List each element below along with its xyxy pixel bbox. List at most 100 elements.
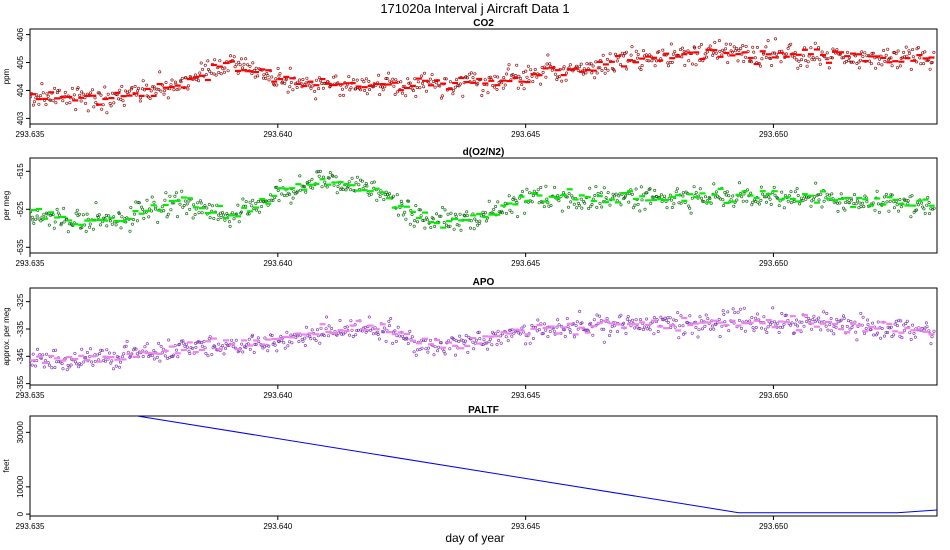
data-point: [574, 64, 578, 68]
data-point: [710, 324, 714, 328]
data-point: [871, 201, 875, 205]
data-point: [96, 215, 100, 219]
data-point: [65, 101, 69, 105]
data-point: [918, 56, 922, 60]
data-point: [795, 58, 799, 62]
data-point: [404, 217, 408, 221]
data-point: [322, 334, 326, 338]
data-point: [210, 352, 214, 356]
data-point: [661, 318, 665, 322]
data-point: [596, 191, 600, 195]
data-point: [292, 190, 296, 194]
data-point: [354, 181, 358, 185]
data-point: [136, 89, 140, 93]
data-point: [545, 62, 549, 66]
data-point: [474, 338, 478, 342]
data-point: [389, 316, 393, 320]
data-point: [718, 334, 722, 338]
data-point: [624, 331, 628, 335]
data-point: [642, 325, 646, 329]
data-point: [882, 195, 886, 199]
data-point: [820, 205, 824, 209]
data-point: [594, 60, 598, 64]
data-point: [766, 325, 770, 329]
data-point: [789, 42, 793, 46]
data-point: [769, 202, 773, 206]
data-point: [896, 49, 900, 53]
data-point: [730, 50, 734, 54]
y-tick-label: 403: [16, 111, 25, 125]
data-point: [204, 73, 208, 77]
data-point: [652, 316, 656, 320]
panels: CO2 293.635 293.640 293.645 293.650 403 404 405…: [2, 18, 938, 531]
data-point: [802, 324, 806, 328]
data-point: [436, 83, 440, 87]
data-point: [219, 72, 223, 76]
data-point: [605, 57, 609, 61]
data-point: [42, 212, 46, 216]
data-point: [519, 77, 523, 81]
data-point: [465, 76, 469, 80]
data-point: [510, 334, 514, 338]
data-point: [754, 325, 758, 329]
data-point: [141, 79, 145, 83]
data-point: [776, 321, 780, 325]
data-point: [454, 214, 458, 218]
data-point: [809, 46, 813, 50]
data-point: [576, 327, 580, 331]
data-point: [726, 61, 730, 65]
data-point: [789, 190, 793, 194]
data-point: [488, 337, 492, 341]
data-point: [418, 208, 422, 212]
data-point: [863, 194, 867, 198]
data-point: [80, 226, 84, 230]
data-point: [230, 211, 234, 215]
data-point: [242, 62, 246, 66]
data-point: [68, 222, 72, 226]
data-point: [792, 331, 796, 335]
data-point: [124, 344, 128, 348]
data-point: [660, 200, 664, 204]
data-point: [30, 363, 34, 367]
data-point: [330, 173, 334, 177]
data-point: [303, 185, 307, 189]
data-point: [406, 341, 410, 345]
data-point: [834, 325, 838, 329]
data-point: [582, 67, 586, 71]
data-point: [903, 198, 907, 202]
data-point: [761, 52, 765, 56]
data-point: [323, 180, 327, 184]
data-point: [800, 58, 804, 62]
data-point: [31, 218, 35, 222]
data-point: [332, 75, 336, 79]
data-point: [496, 200, 500, 204]
data-point: [562, 328, 566, 332]
data-point: [340, 87, 344, 91]
data-point: [35, 214, 39, 218]
data-point: [75, 362, 79, 366]
data-point: [66, 230, 70, 234]
data-point: [824, 57, 828, 61]
data-point: [595, 71, 599, 75]
data-point: [51, 213, 55, 217]
data-point: [335, 191, 339, 195]
data-point: [829, 329, 833, 333]
data-point: [737, 318, 741, 322]
data-point: [596, 66, 600, 70]
data-point: [325, 185, 329, 189]
data-point: [234, 338, 238, 342]
data-point: [742, 192, 746, 196]
data-point: [469, 71, 473, 75]
data-point: [915, 60, 919, 64]
data-point: [68, 101, 72, 105]
data-point: [696, 335, 700, 339]
data-point: [884, 192, 888, 196]
data-point: [541, 331, 545, 335]
data-point: [838, 201, 842, 205]
data-point: [858, 201, 862, 205]
data-point: [598, 66, 602, 70]
data-point: [593, 194, 597, 198]
data-point: [448, 80, 452, 84]
data-point: [817, 198, 821, 202]
data-point: [472, 227, 476, 231]
